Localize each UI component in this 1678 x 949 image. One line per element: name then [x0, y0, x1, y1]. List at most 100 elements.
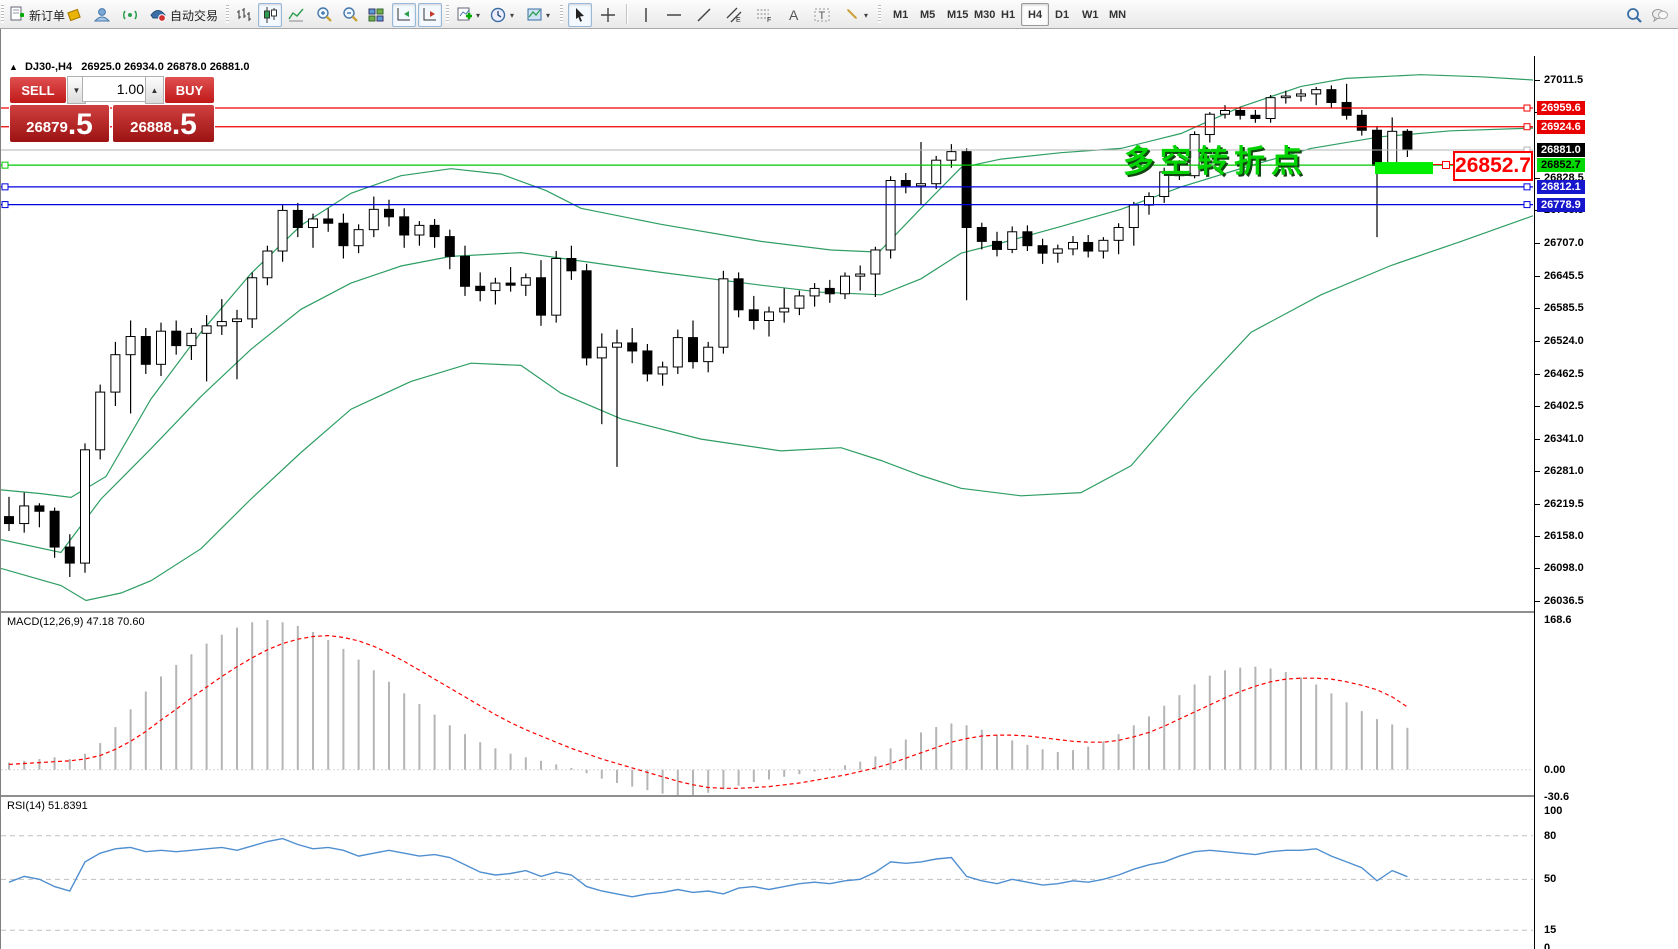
price-axis[interactable]: 27011.526951.526828.526768.526707.026645…	[1534, 56, 1678, 949]
price-tick-mark	[1535, 341, 1540, 342]
price-tick-mark	[1535, 536, 1540, 537]
vertical-line-icon[interactable]	[634, 3, 658, 27]
tile-windows-icon[interactable]	[364, 3, 388, 27]
sell-button[interactable]: SELL	[9, 76, 67, 104]
history-icon[interactable]	[62, 3, 86, 27]
candle-body	[171, 330, 182, 347]
zoom-out-icon[interactable]	[338, 3, 362, 27]
autotrade-icon[interactable]	[146, 3, 170, 27]
price-level-right-marker	[1523, 201, 1531, 209]
timeframe-button-h4[interactable]: H4	[1021, 3, 1050, 26]
candle-body	[232, 318, 242, 323]
timeframe-button-m5[interactable]: M5	[920, 8, 936, 21]
callout-anchor	[1442, 161, 1450, 169]
sell-price-frac: .5	[67, 108, 93, 141]
text-icon[interactable]: A	[782, 3, 806, 27]
candlestick-chart-icon[interactable]	[258, 3, 282, 27]
candle-body	[505, 282, 516, 286]
price-tick-label: 26341.0	[1544, 433, 1584, 445]
line-chart-icon[interactable]	[284, 3, 308, 27]
timeframe-button-h1[interactable]: H1	[1001, 8, 1016, 21]
candle-body	[1189, 134, 1200, 177]
candle-body	[1022, 231, 1033, 247]
candle-body	[992, 240, 1002, 250]
equidistant-channel-icon[interactable]: E	[722, 3, 746, 27]
candle-body	[125, 336, 136, 356]
arrows-icon[interactable]: ▾	[840, 3, 872, 27]
price-level-left-marker	[1, 201, 9, 209]
price-tick-label: 26219.5	[1544, 498, 1584, 510]
candle-body	[657, 366, 668, 375]
signal-icon[interactable]	[118, 3, 142, 27]
timeframe-button-w1[interactable]: W1	[1082, 8, 1099, 21]
sell-price-display[interactable]: 26879.5	[9, 104, 110, 143]
auto-scroll-icon[interactable]	[418, 3, 442, 27]
new-order-label[interactable]: 新订单	[29, 9, 66, 23]
search-icon[interactable]	[1622, 3, 1646, 27]
timeframe-button-m15[interactable]: M15	[947, 8, 969, 21]
candle-body	[308, 218, 318, 229]
trendline-icon[interactable]	[692, 3, 716, 27]
price-callout-label[interactable]: 26852.7	[1453, 151, 1533, 181]
timeframe-button-d1[interactable]: D1	[1055, 8, 1070, 21]
new-order-icon[interactable]	[5, 3, 29, 27]
candle-body	[1204, 113, 1215, 136]
price-tick-mark	[1535, 243, 1540, 244]
svg-text:A: A	[789, 7, 799, 23]
timeframe-button-m30[interactable]: M30	[974, 8, 996, 21]
price-tick-mark	[1535, 276, 1540, 277]
new-chart-icon[interactable]: ▾	[452, 3, 484, 27]
bar-chart-icon[interactable]	[232, 3, 256, 27]
price-tick-mark	[1535, 80, 1540, 81]
candle-body	[429, 224, 440, 238]
candle-body	[19, 505, 30, 525]
pane-separator[interactable]	[1, 795, 1678, 797]
candle-body	[64, 546, 75, 564]
toolbar: 新订单 自动交易	[0, 0, 1678, 29]
autotrade-label[interactable]: 自动交易	[170, 9, 219, 23]
candle-body	[885, 179, 896, 251]
chart-shift-icon[interactable]	[392, 3, 416, 27]
text-label-icon[interactable]: T	[810, 3, 834, 27]
candle-body	[733, 278, 744, 311]
candle-body	[1341, 101, 1352, 116]
candle-body	[612, 342, 622, 348]
candle-body	[186, 332, 197, 347]
candle-body	[688, 337, 698, 363]
volume-input[interactable]: 1.00	[82, 76, 153, 102]
candle-body	[414, 224, 425, 236]
pane-separator[interactable]	[1, 611, 1678, 613]
profile-icon[interactable]	[90, 3, 114, 27]
crosshair-icon[interactable]	[596, 3, 620, 27]
cursor-icon[interactable]	[568, 3, 592, 27]
candle-body	[764, 311, 774, 321]
candle-body	[566, 258, 577, 272]
price-tick-label: 26524.0	[1544, 335, 1584, 347]
volume-up-button[interactable]: ▲	[145, 76, 164, 104]
chat-icon[interactable]	[1648, 3, 1672, 27]
candle-body	[779, 307, 790, 313]
svg-text:T: T	[819, 10, 826, 22]
fibonacci-icon[interactable]: F	[752, 3, 776, 27]
zoom-in-icon[interactable]	[312, 3, 336, 27]
buy-button[interactable]: BUY	[164, 76, 215, 104]
timeframe-button-mn[interactable]: MN	[1109, 8, 1127, 21]
template-icon[interactable]: ▾	[522, 3, 554, 27]
chart-annotation-text[interactable]: 多空转折点	[1123, 144, 1308, 179]
timeframe-button-m1[interactable]: M1	[893, 8, 909, 21]
horizontal-line-icon[interactable]	[662, 3, 686, 27]
price-level-label: 26852.7	[1537, 158, 1585, 172]
candle-body	[794, 295, 805, 309]
highlight-rectangle	[1375, 162, 1433, 175]
price-tick-mark	[1535, 308, 1540, 309]
buy-price-display[interactable]: 26888.5	[112, 104, 215, 143]
price-tick-label: 27011.5	[1544, 74, 1584, 86]
price-tick-label: 26462.5	[1544, 368, 1584, 380]
macd-label: MACD(12,26,9) 47.18 70.60	[7, 616, 145, 628]
candle-body	[34, 505, 45, 512]
candle-body	[1296, 93, 1306, 97]
periodicity-icon[interactable]: ▾	[486, 3, 518, 27]
chart-canvas[interactable]	[1, 56, 1533, 949]
chart-window[interactable]: ▲ DJ30-,H4 26925.0 26934.0 26878.0 26881…	[0, 28, 1678, 949]
candle-body	[80, 449, 90, 564]
